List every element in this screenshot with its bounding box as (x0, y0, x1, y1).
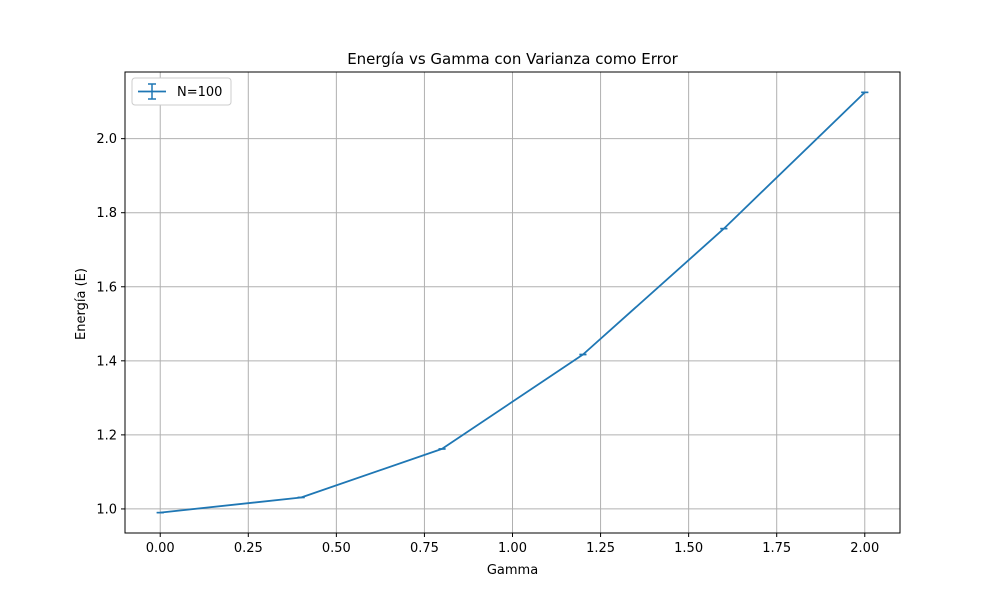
y-tick-label: 1.6 (96, 280, 117, 295)
x-tick-label: 2.00 (850, 541, 879, 556)
y-axis-label: Energía (E) (74, 268, 89, 340)
x-tick-label: 0.50 (322, 541, 351, 556)
chart-title: Energía vs Gamma con Varianza como Error (347, 50, 678, 68)
y-tick-label: 1.8 (96, 206, 117, 221)
y-tick-label: 1.0 (96, 502, 117, 517)
legend: N=100 (131, 77, 232, 106)
legend-box (131, 77, 232, 106)
series-line-n100 (160, 91, 866, 514)
x-tick-label: 0.75 (410, 541, 439, 556)
x-tick-label: 0.25 (234, 541, 263, 556)
legend-label-n100: N=100 (177, 85, 222, 100)
y-axis-ticks: 1.0 1.2 1.4 1.6 1.8 2.0 (96, 132, 125, 517)
x-tick-label: 1.25 (586, 541, 615, 556)
x-axis-ticks: 0.00 0.25 0.50 0.75 1.00 1.25 1.50 1.75 2.00 (146, 533, 879, 556)
grid (125, 72, 900, 533)
y-tick-label: 1.2 (96, 428, 117, 443)
x-tick-label: 1.75 (762, 541, 791, 556)
x-tick-label: 1.00 (498, 541, 527, 556)
y-tick-label: 1.4 (96, 354, 117, 369)
series-layer (156, 91, 869, 514)
x-axis-label: Gamma (487, 563, 538, 578)
x-tick-label: 0.00 (146, 541, 175, 556)
legend-marker-n100 (138, 83, 166, 100)
y-tick-label: 2.0 (96, 132, 117, 147)
x-tick-label: 1.50 (674, 541, 703, 556)
